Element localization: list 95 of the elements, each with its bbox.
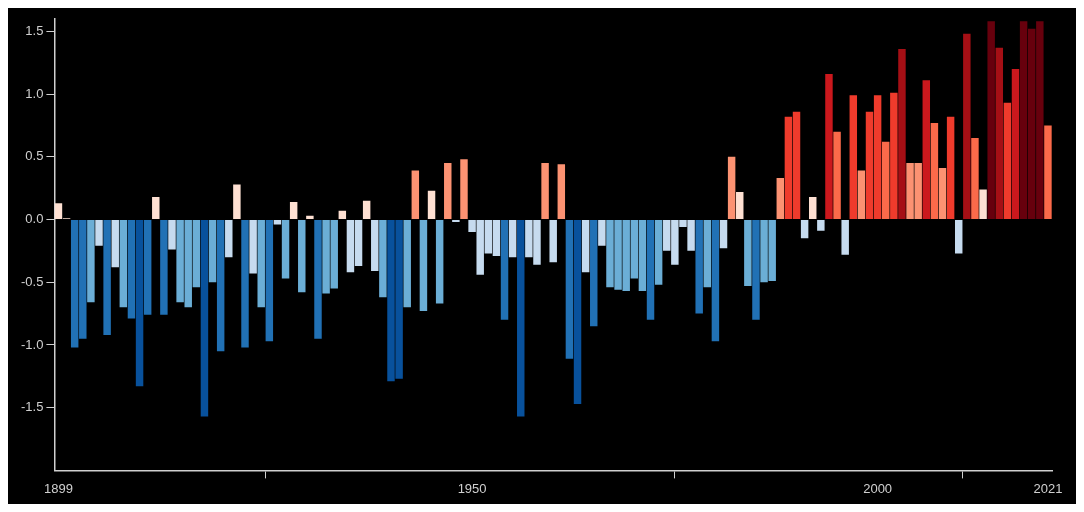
- bar: [95, 220, 103, 246]
- bar: [306, 215, 314, 220]
- bar: [127, 220, 136, 319]
- bar: [727, 156, 736, 220]
- bar: [825, 74, 833, 220]
- y-tick-label: 0.5: [25, 148, 44, 164]
- bar: [200, 220, 209, 417]
- bar: [298, 220, 306, 293]
- bar: [581, 220, 590, 273]
- bar: [168, 220, 176, 250]
- bar: [898, 48, 906, 220]
- bar: [411, 170, 420, 220]
- bar: [119, 220, 128, 308]
- bar: [565, 220, 574, 359]
- bar: [833, 131, 841, 220]
- bar: [508, 220, 517, 258]
- bar: [452, 220, 460, 223]
- x-tick-label: 2021: [1033, 480, 1063, 496]
- bar: [955, 220, 963, 254]
- bar: [598, 220, 606, 246]
- bar: [736, 191, 744, 220]
- x-tick-label: 1899: [44, 480, 73, 496]
- bar: [249, 220, 257, 274]
- bar: [971, 137, 979, 220]
- bar: [427, 190, 436, 220]
- bar: [654, 220, 663, 285]
- bar: [435, 220, 444, 304]
- bar: [281, 220, 290, 279]
- bar: [744, 220, 752, 286]
- bar: [233, 184, 241, 220]
- x-tick-label: 1950: [457, 480, 487, 496]
- bar: [930, 122, 939, 220]
- bar: [208, 220, 217, 283]
- bar: [225, 220, 233, 258]
- y-tick-label: -1.5: [20, 399, 44, 415]
- bar: [500, 220, 509, 320]
- bar: [338, 210, 347, 220]
- bar: [857, 170, 866, 220]
- y-tick-label: 1.5: [25, 22, 44, 38]
- bar: [265, 220, 274, 342]
- bar: [216, 220, 225, 352]
- bar: [711, 220, 720, 342]
- bar: [590, 220, 598, 327]
- bar: [87, 220, 95, 303]
- bar: [549, 220, 557, 263]
- bar: [809, 196, 817, 220]
- bar: [776, 178, 785, 220]
- bar: [1003, 102, 1012, 220]
- bar: [362, 200, 371, 220]
- bar: [444, 163, 452, 220]
- bar: [1011, 68, 1020, 220]
- y-tick-label: 0.0: [25, 211, 44, 227]
- bar: [890, 92, 898, 220]
- bar: [841, 220, 849, 255]
- bar: [314, 220, 322, 339]
- bar: [419, 220, 428, 312]
- bar: [289, 201, 298, 220]
- bar: [541, 163, 549, 220]
- bar: [103, 220, 111, 335]
- bar: [160, 220, 168, 315]
- bar: [371, 220, 379, 271]
- bar: [922, 80, 931, 220]
- bar: [135, 220, 144, 387]
- bar: [257, 220, 265, 308]
- y-tick-label: -0.5: [20, 273, 44, 289]
- bar: [752, 220, 760, 320]
- bar: [938, 168, 947, 220]
- bar: [241, 220, 249, 348]
- bar: [995, 47, 1004, 220]
- bar: [849, 95, 858, 220]
- bar: [646, 220, 655, 320]
- bar: [987, 21, 995, 220]
- bar: [143, 220, 152, 315]
- bar: [963, 33, 971, 220]
- y-tick-label: 1.0: [25, 85, 44, 101]
- bar: [946, 116, 955, 220]
- bar: [719, 220, 728, 249]
- x-tick-label: 2000: [863, 480, 893, 496]
- bar: [152, 196, 160, 220]
- bar: [979, 189, 987, 220]
- bar: [573, 220, 582, 404]
- bar: [1044, 125, 1052, 220]
- bar: [557, 164, 566, 220]
- bar: [882, 141, 890, 220]
- bar: [817, 220, 825, 231]
- y-tick-label: -1.0: [20, 336, 44, 352]
- bar: [403, 220, 411, 308]
- bar: [379, 220, 387, 298]
- bar: [695, 220, 703, 314]
- bar: [800, 220, 809, 239]
- bar: [273, 220, 282, 225]
- bar: [460, 159, 468, 220]
- bar: [111, 220, 119, 268]
- bar: [517, 220, 525, 417]
- bar: [703, 220, 712, 288]
